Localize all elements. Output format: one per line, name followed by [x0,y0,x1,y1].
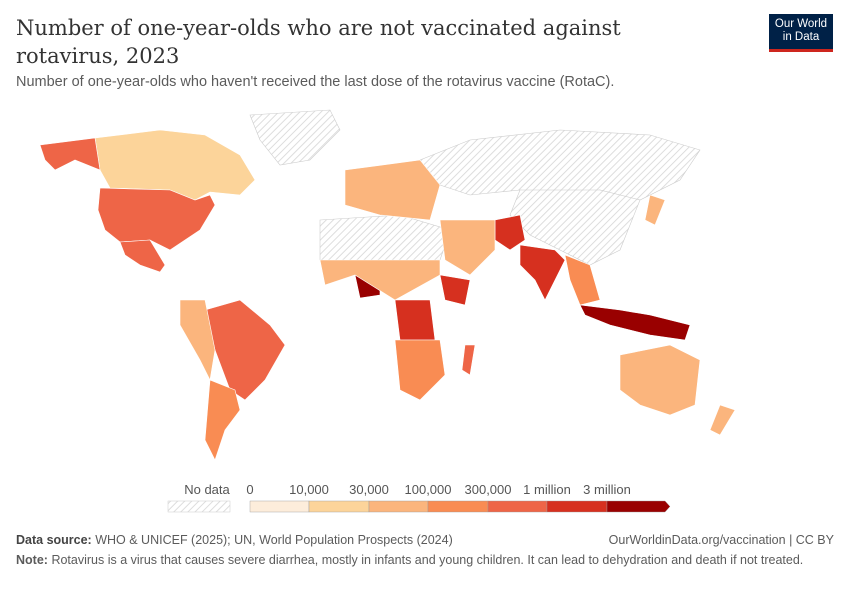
legend-tick: 10,000 [289,482,329,497]
legend-tick: 300,000 [464,482,512,497]
world-map[interactable] [0,100,850,470]
country-alaska[interactable] [39,137,101,171]
subtitle: Number of one-year-olds who haven't rece… [16,74,615,90]
country-southeast-asia[interactable] [564,254,601,306]
legend-tick: 0 [246,482,254,497]
country-canada[interactable] [94,129,256,201]
legend: No data 0 10,000 30,000 100,000 300,000 1 mil… [0,480,850,520]
legend-tick: 1 million [523,482,571,497]
page-title: Number of one-year-olds who are not vacc… [16,16,621,68]
legend-bin[interactable] [487,500,548,513]
legend-tick: 3 million [583,482,631,497]
country-southern-africa[interactable] [394,339,446,401]
country-russia[interactable] [419,129,701,201]
country-sahara[interactable] [319,214,451,266]
legend-bin[interactable] [427,500,489,513]
country-europe[interactable] [344,159,441,221]
country-new-zealand[interactable] [709,404,736,436]
legend-bin[interactable] [249,500,310,513]
country-india[interactable] [519,244,566,301]
country-dr-congo[interactable] [394,299,436,341]
country-ethiopia[interactable] [439,274,471,306]
country-greenland[interactable] [249,109,341,166]
legend-no-data-swatch [167,500,231,513]
legend-tick: 30,000 [349,482,389,497]
legend-bin[interactable] [368,500,429,513]
legend-bin[interactable] [546,500,608,513]
country-indonesia[interactable] [579,304,691,341]
country-united-states[interactable] [97,187,216,251]
country-japan[interactable] [644,194,666,226]
legend-no-data-label: No data [184,482,230,497]
country-brazil[interactable] [204,299,286,401]
country-middle-east[interactable] [439,219,496,276]
country-australia[interactable] [619,344,701,416]
legend-bin[interactable] [606,500,671,513]
legend-tick: 100,000 [404,482,452,497]
data-source: Data source: WHO & UNICEF (2025); UN, Wo… [16,533,453,547]
country-mexico[interactable] [119,239,166,273]
owid-logo[interactable]: Our World in Data [769,14,833,52]
source-link[interactable]: OurWorldinData.org/vaccination | CC BY [608,533,834,547]
country-madagascar[interactable] [461,344,476,376]
country-andean-countries[interactable] [179,299,216,381]
country-sahel[interactable] [319,259,441,301]
note: Note: Rotavirus is a virus that causes s… [16,553,804,567]
country-argentina[interactable] [204,379,241,461]
country-pakistan[interactable] [494,214,526,251]
legend-bin[interactable] [308,500,370,513]
